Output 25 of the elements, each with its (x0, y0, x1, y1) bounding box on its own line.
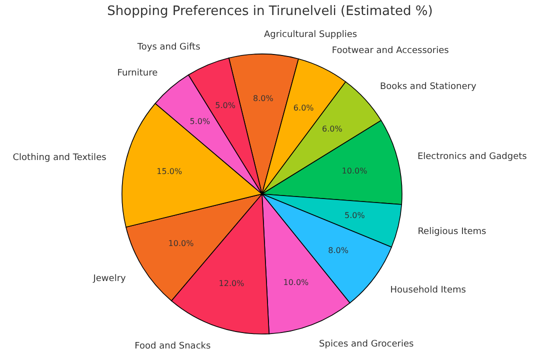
slice-label: Jewelry (92, 274, 127, 284)
data-label: 8.0% (253, 94, 274, 103)
data-label: 15.0% (156, 167, 182, 176)
data-label: 12.0% (218, 279, 245, 288)
slice-label: Clothing and Textiles (12, 153, 107, 164)
data-label: 6.0% (293, 103, 314, 112)
slice-label: Agricultural Supplies (264, 30, 358, 40)
slice-label: Food and Snacks (134, 342, 211, 352)
data-label: 10.0% (168, 239, 194, 248)
data-label: 5.0% (344, 210, 366, 220)
slice-label: Household Items (390, 286, 466, 296)
slice-label: Footwear and Accessories (332, 46, 450, 56)
data-label: 5.0% (190, 116, 210, 126)
chart-title: Shopping Preferences in Tirunelveli (Estimated %) (107, 4, 433, 19)
slice-label: Electronics and Gadgets (417, 152, 528, 162)
slice-label: Toys and Gifts (136, 42, 201, 52)
data-label: 6.0% (322, 124, 343, 134)
data-label: 10.0% (342, 166, 368, 176)
slice-label: Spices and Groceries (319, 339, 414, 350)
slice-label: Furniture (117, 68, 158, 79)
slice-label: Religious Items (418, 226, 487, 237)
data-label: 10.0% (283, 278, 310, 287)
slice-label: Books and Stationery (380, 82, 477, 92)
data-label: 5.0% (215, 101, 236, 110)
data-label: 8.0% (328, 246, 349, 255)
